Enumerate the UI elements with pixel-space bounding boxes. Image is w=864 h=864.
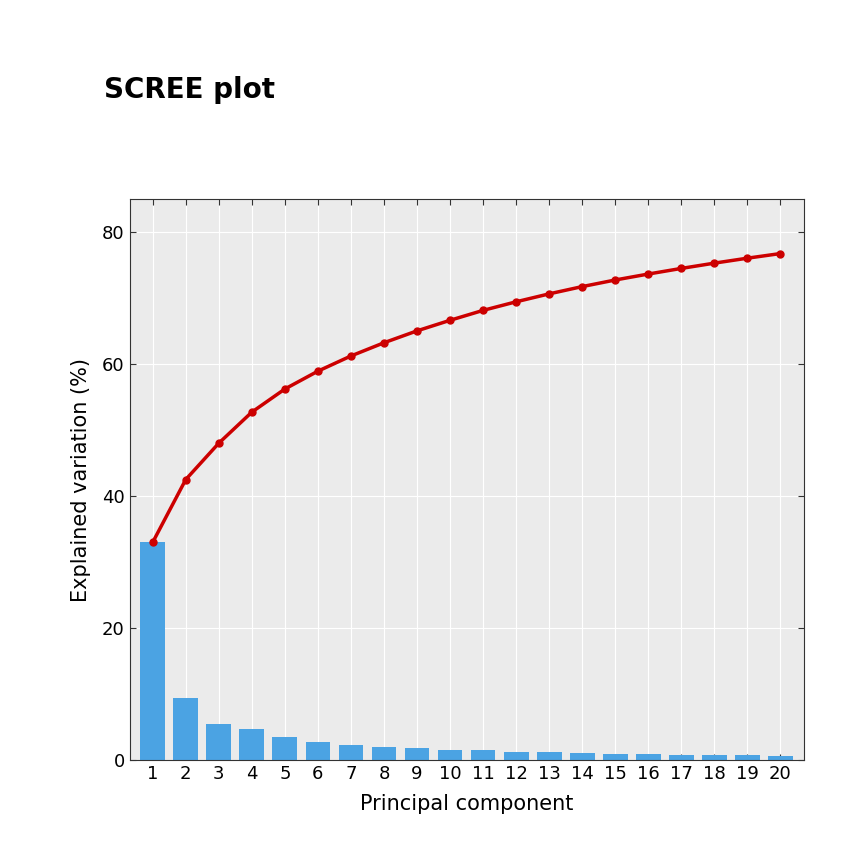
Y-axis label: Explained variation (%): Explained variation (%): [71, 358, 91, 601]
X-axis label: Principal component: Principal component: [360, 794, 573, 814]
Bar: [569, 753, 594, 760]
Bar: [404, 748, 429, 760]
Bar: [702, 755, 727, 760]
Bar: [537, 753, 562, 760]
Bar: [239, 729, 264, 760]
Bar: [636, 754, 661, 760]
Bar: [735, 755, 759, 760]
Bar: [669, 755, 694, 760]
Bar: [339, 745, 364, 760]
Bar: [306, 742, 330, 760]
Bar: [603, 753, 627, 760]
Bar: [140, 543, 165, 760]
Bar: [504, 752, 529, 760]
Bar: [272, 737, 297, 760]
Bar: [206, 724, 232, 760]
Bar: [471, 751, 495, 760]
Bar: [372, 747, 397, 760]
Bar: [438, 750, 462, 760]
Text: SCREE plot: SCREE plot: [104, 76, 275, 104]
Bar: [768, 756, 793, 760]
Bar: [174, 697, 198, 760]
